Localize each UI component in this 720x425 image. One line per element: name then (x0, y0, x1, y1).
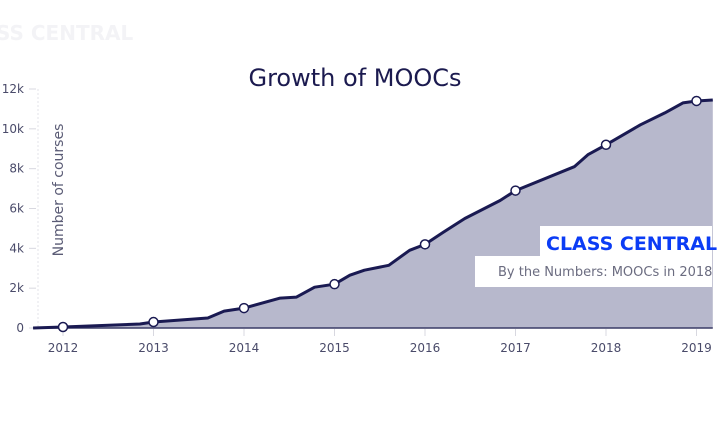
x-tick-label: 2012 (48, 341, 79, 355)
x-axis: 2012 2013 2014 2015 2016 2017 2018 2019 (48, 329, 712, 355)
series-line (33, 98, 713, 330)
data-marker (57, 321, 69, 333)
watermark-text: SS CENTRAL (0, 21, 133, 45)
y-axis: 0 2k 4k 6k 8k 10k 12k (2, 82, 39, 335)
area-fill (33, 100, 713, 328)
subtitle-box (475, 256, 712, 287)
y-axis-label: Number of courses (51, 124, 67, 257)
data-marker (600, 139, 612, 151)
data-marker (329, 278, 340, 290)
x-tick-label: 2019 (681, 341, 712, 355)
logo-box (540, 226, 712, 257)
y-tick-label: 8k (9, 162, 24, 176)
y-tick-label: 4k (9, 241, 24, 255)
x-tick-label: 2016 (410, 341, 441, 355)
y-tick-label: 0 (16, 321, 24, 335)
x-tick-label: 2014 (229, 341, 260, 355)
data-marker (510, 185, 521, 196)
data-marker (691, 95, 702, 107)
data-marker (148, 316, 159, 328)
y-tick-label: 10k (2, 122, 24, 136)
class-central-logo: CLASS CENTRAL (546, 233, 717, 255)
data-marker (238, 302, 250, 314)
data-markers (57, 95, 702, 333)
badge-subtitle: By the Numbers: MOOCs in 2018 (498, 265, 712, 280)
x-tick-label: 2018 (591, 341, 622, 355)
x-tick-label: 2017 (500, 341, 531, 355)
y-tick-label: 12k (2, 82, 24, 96)
y-tick-label: 6k (9, 202, 24, 216)
chart-title: Growth of MOOCs (248, 64, 461, 92)
x-tick-label: 2015 (319, 341, 350, 355)
class-central-badge: CLASS CENTRAL By the Numbers: MOOCs in 2… (475, 226, 717, 287)
data-marker (419, 239, 431, 250)
x-tick-label: 2013 (138, 341, 169, 355)
y-tick-label: 2k (9, 281, 24, 295)
